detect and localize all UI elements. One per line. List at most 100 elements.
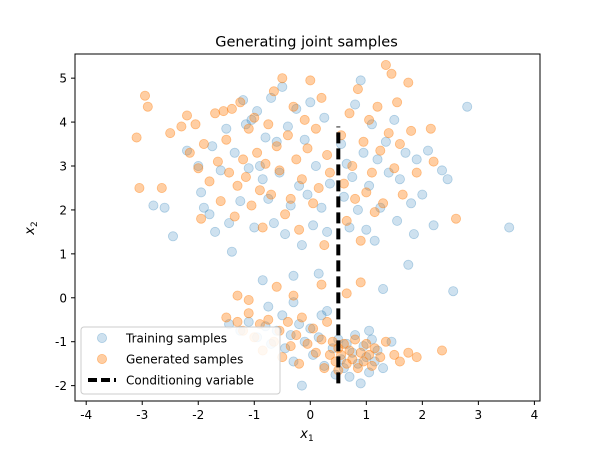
data-point (366, 334, 377, 345)
data-point (221, 312, 232, 323)
data-point (204, 209, 215, 220)
data-point (229, 211, 240, 222)
data-point (403, 347, 414, 358)
data-point (181, 145, 192, 156)
data-point (366, 167, 377, 178)
data-point (375, 145, 386, 156)
data-point (372, 101, 383, 112)
data-point (302, 143, 313, 154)
data-point (313, 182, 324, 193)
data-point (428, 220, 439, 231)
data-point (198, 138, 209, 149)
data-point (131, 132, 142, 143)
data-point (350, 334, 361, 345)
data-point (226, 246, 237, 257)
data-point (344, 108, 355, 119)
data-point (291, 103, 302, 114)
data-point (263, 193, 274, 204)
data-point (257, 222, 268, 233)
data-point (322, 226, 333, 237)
data-point (246, 114, 257, 125)
data-point (442, 174, 453, 185)
data-point (352, 363, 363, 374)
data-point (181, 110, 192, 121)
data-point (204, 176, 215, 187)
data-point (288, 356, 299, 367)
data-point (425, 123, 436, 134)
data-point (294, 224, 305, 235)
data-point (288, 101, 299, 112)
data-point (215, 165, 226, 176)
data-point (350, 193, 361, 204)
data-point (394, 138, 405, 149)
data-point (291, 154, 302, 165)
data-point (257, 174, 268, 185)
data-point (316, 279, 327, 290)
data-point (372, 154, 383, 165)
data-point (350, 99, 361, 110)
data-point (165, 128, 176, 139)
data-point (366, 119, 377, 130)
data-point (285, 200, 296, 211)
data-point (235, 196, 246, 207)
data-point (369, 207, 380, 218)
data-point (176, 121, 187, 132)
data-point (308, 220, 319, 231)
data-point (308, 198, 319, 209)
data-point (361, 338, 372, 349)
data-point (364, 367, 375, 378)
y-tick-label: -1 (55, 335, 67, 349)
data-point (299, 336, 310, 347)
data-point (378, 363, 389, 374)
legend-label: Conditioning variable (126, 374, 254, 388)
data-point (221, 123, 232, 134)
data-point (167, 231, 178, 242)
x-tick-label: 4 (531, 408, 539, 422)
data-point (344, 371, 355, 382)
data-point (260, 158, 271, 169)
data-point (271, 281, 282, 292)
data-point (243, 294, 254, 305)
x-tick-label: 1 (363, 408, 371, 422)
data-point (450, 213, 461, 224)
y-axis-ticks: -2 -1 0 1 2 3 4 5 (55, 72, 75, 393)
data-point (369, 343, 380, 354)
y-tick-label: 4 (59, 116, 67, 130)
data-point (305, 75, 316, 86)
data-point (243, 123, 254, 134)
x-axis-label: x1 (299, 427, 313, 444)
data-point (249, 222, 260, 233)
data-point (350, 330, 361, 341)
data-point (364, 349, 375, 360)
data-point (308, 323, 319, 334)
data-point (232, 290, 243, 301)
data-point (299, 114, 310, 125)
data-point (193, 160, 204, 171)
y-tick-label: 3 (59, 160, 67, 174)
data-point (257, 275, 268, 286)
data-point (215, 196, 226, 207)
y-tick-label: -2 (55, 379, 67, 393)
data-point (142, 101, 153, 112)
data-point (313, 332, 324, 343)
data-point (291, 330, 302, 341)
data-point (302, 189, 313, 200)
data-point (266, 189, 277, 200)
data-point (263, 314, 274, 325)
data-point (436, 165, 447, 176)
data-point (411, 167, 422, 178)
data-point (207, 141, 218, 152)
legend-swatch (97, 353, 108, 364)
data-point (277, 73, 288, 84)
data-point (316, 334, 327, 345)
data-point (324, 178, 335, 189)
x-tick-label: 2 (419, 408, 427, 422)
data-point (313, 268, 324, 279)
x-tick-label: 3 (475, 408, 483, 422)
data-point (344, 222, 355, 233)
data-point (366, 360, 377, 371)
data-point (299, 134, 310, 145)
axes-frame (74, 53, 541, 402)
data-point (210, 108, 221, 119)
